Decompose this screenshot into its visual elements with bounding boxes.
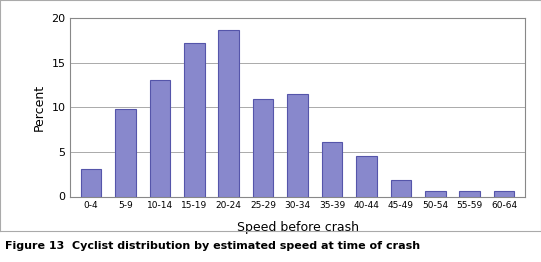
Bar — [149, 80, 170, 196]
X-axis label: Speed before crash: Speed before crash — [236, 221, 359, 234]
Bar — [253, 99, 273, 196]
Bar — [81, 169, 101, 196]
Bar — [425, 191, 446, 196]
Bar — [459, 191, 480, 196]
Bar — [322, 142, 342, 196]
Bar — [494, 191, 514, 196]
Bar — [115, 109, 136, 196]
Y-axis label: Percent: Percent — [33, 84, 46, 131]
Bar — [184, 43, 204, 196]
Text: Figure 13  Cyclist distribution by estimated speed at time of crash: Figure 13 Cyclist distribution by estima… — [5, 241, 420, 251]
Bar — [391, 179, 411, 196]
Bar — [219, 30, 239, 196]
Bar — [356, 156, 377, 196]
Bar — [287, 94, 308, 196]
